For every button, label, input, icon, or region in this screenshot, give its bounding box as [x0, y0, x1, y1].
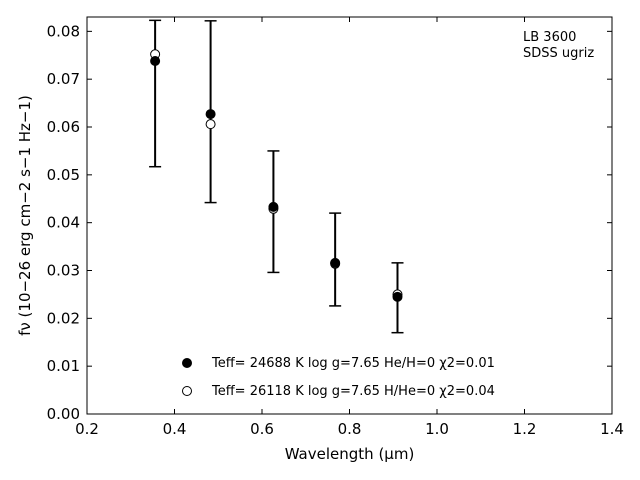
y-tick-label: 0.06 [47, 118, 80, 136]
legend-label-0: Teff= 24688 K log g=7.65 He/H=0 χ2=0.01 [211, 356, 495, 371]
y-axis-title: fν (10−26 erg cm−2 s−1 Hz−1) [16, 95, 34, 336]
y-tick-label: 0.00 [47, 405, 80, 423]
x-tick-label: 1.4 [600, 420, 624, 438]
legend-marker-open [182, 386, 192, 396]
plot-frame [86, 16, 613, 415]
y-tick-label: 0.08 [47, 22, 80, 40]
x-tick-label: 1.2 [513, 420, 537, 438]
legend: Teff= 24688 K log g=7.65 He/H=0 χ2=0.01 … [182, 356, 495, 399]
x-tick-label: 0.6 [250, 420, 274, 438]
y-tick-label: 0.05 [47, 166, 80, 184]
x-tick-label: 0.8 [338, 420, 362, 438]
error-bars [149, 19, 404, 334]
y-tick-label: 0.02 [47, 309, 80, 327]
ticks: 0.2 0.4 0.6 0.8 1.0 1.2 1.4 0.00 0.01 0.02 0.03 0.0… [47, 17, 624, 438]
x-tick-label: 1.0 [425, 420, 449, 438]
model-point-filled [150, 56, 161, 67]
model-point-open [205, 119, 216, 130]
model-point-filled [268, 201, 279, 212]
x-tick-label: 0.4 [163, 420, 187, 438]
model-point-filled [330, 257, 341, 268]
annotation-line-1: LB 3600 [523, 30, 576, 45]
x-tick-label: 0.2 [75, 420, 99, 438]
y-tick-label: 0.03 [47, 262, 80, 280]
y-tick-label: 0.04 [47, 214, 80, 232]
legend-marker-filled [182, 358, 192, 368]
annotation-line-2: SDSS ugriz [523, 46, 594, 61]
legend-label-1: Teff= 26118 K log g=7.65 H/He=0 χ2=0.04 [211, 384, 495, 399]
y-tick-label: 0.07 [47, 70, 80, 88]
model-point-filled [392, 291, 403, 302]
y-tick-label: 0.01 [47, 357, 80, 375]
data-markers [150, 49, 403, 302]
model-point-filled [205, 109, 216, 120]
x-axis-title: Wavelength (μm) [285, 445, 415, 463]
